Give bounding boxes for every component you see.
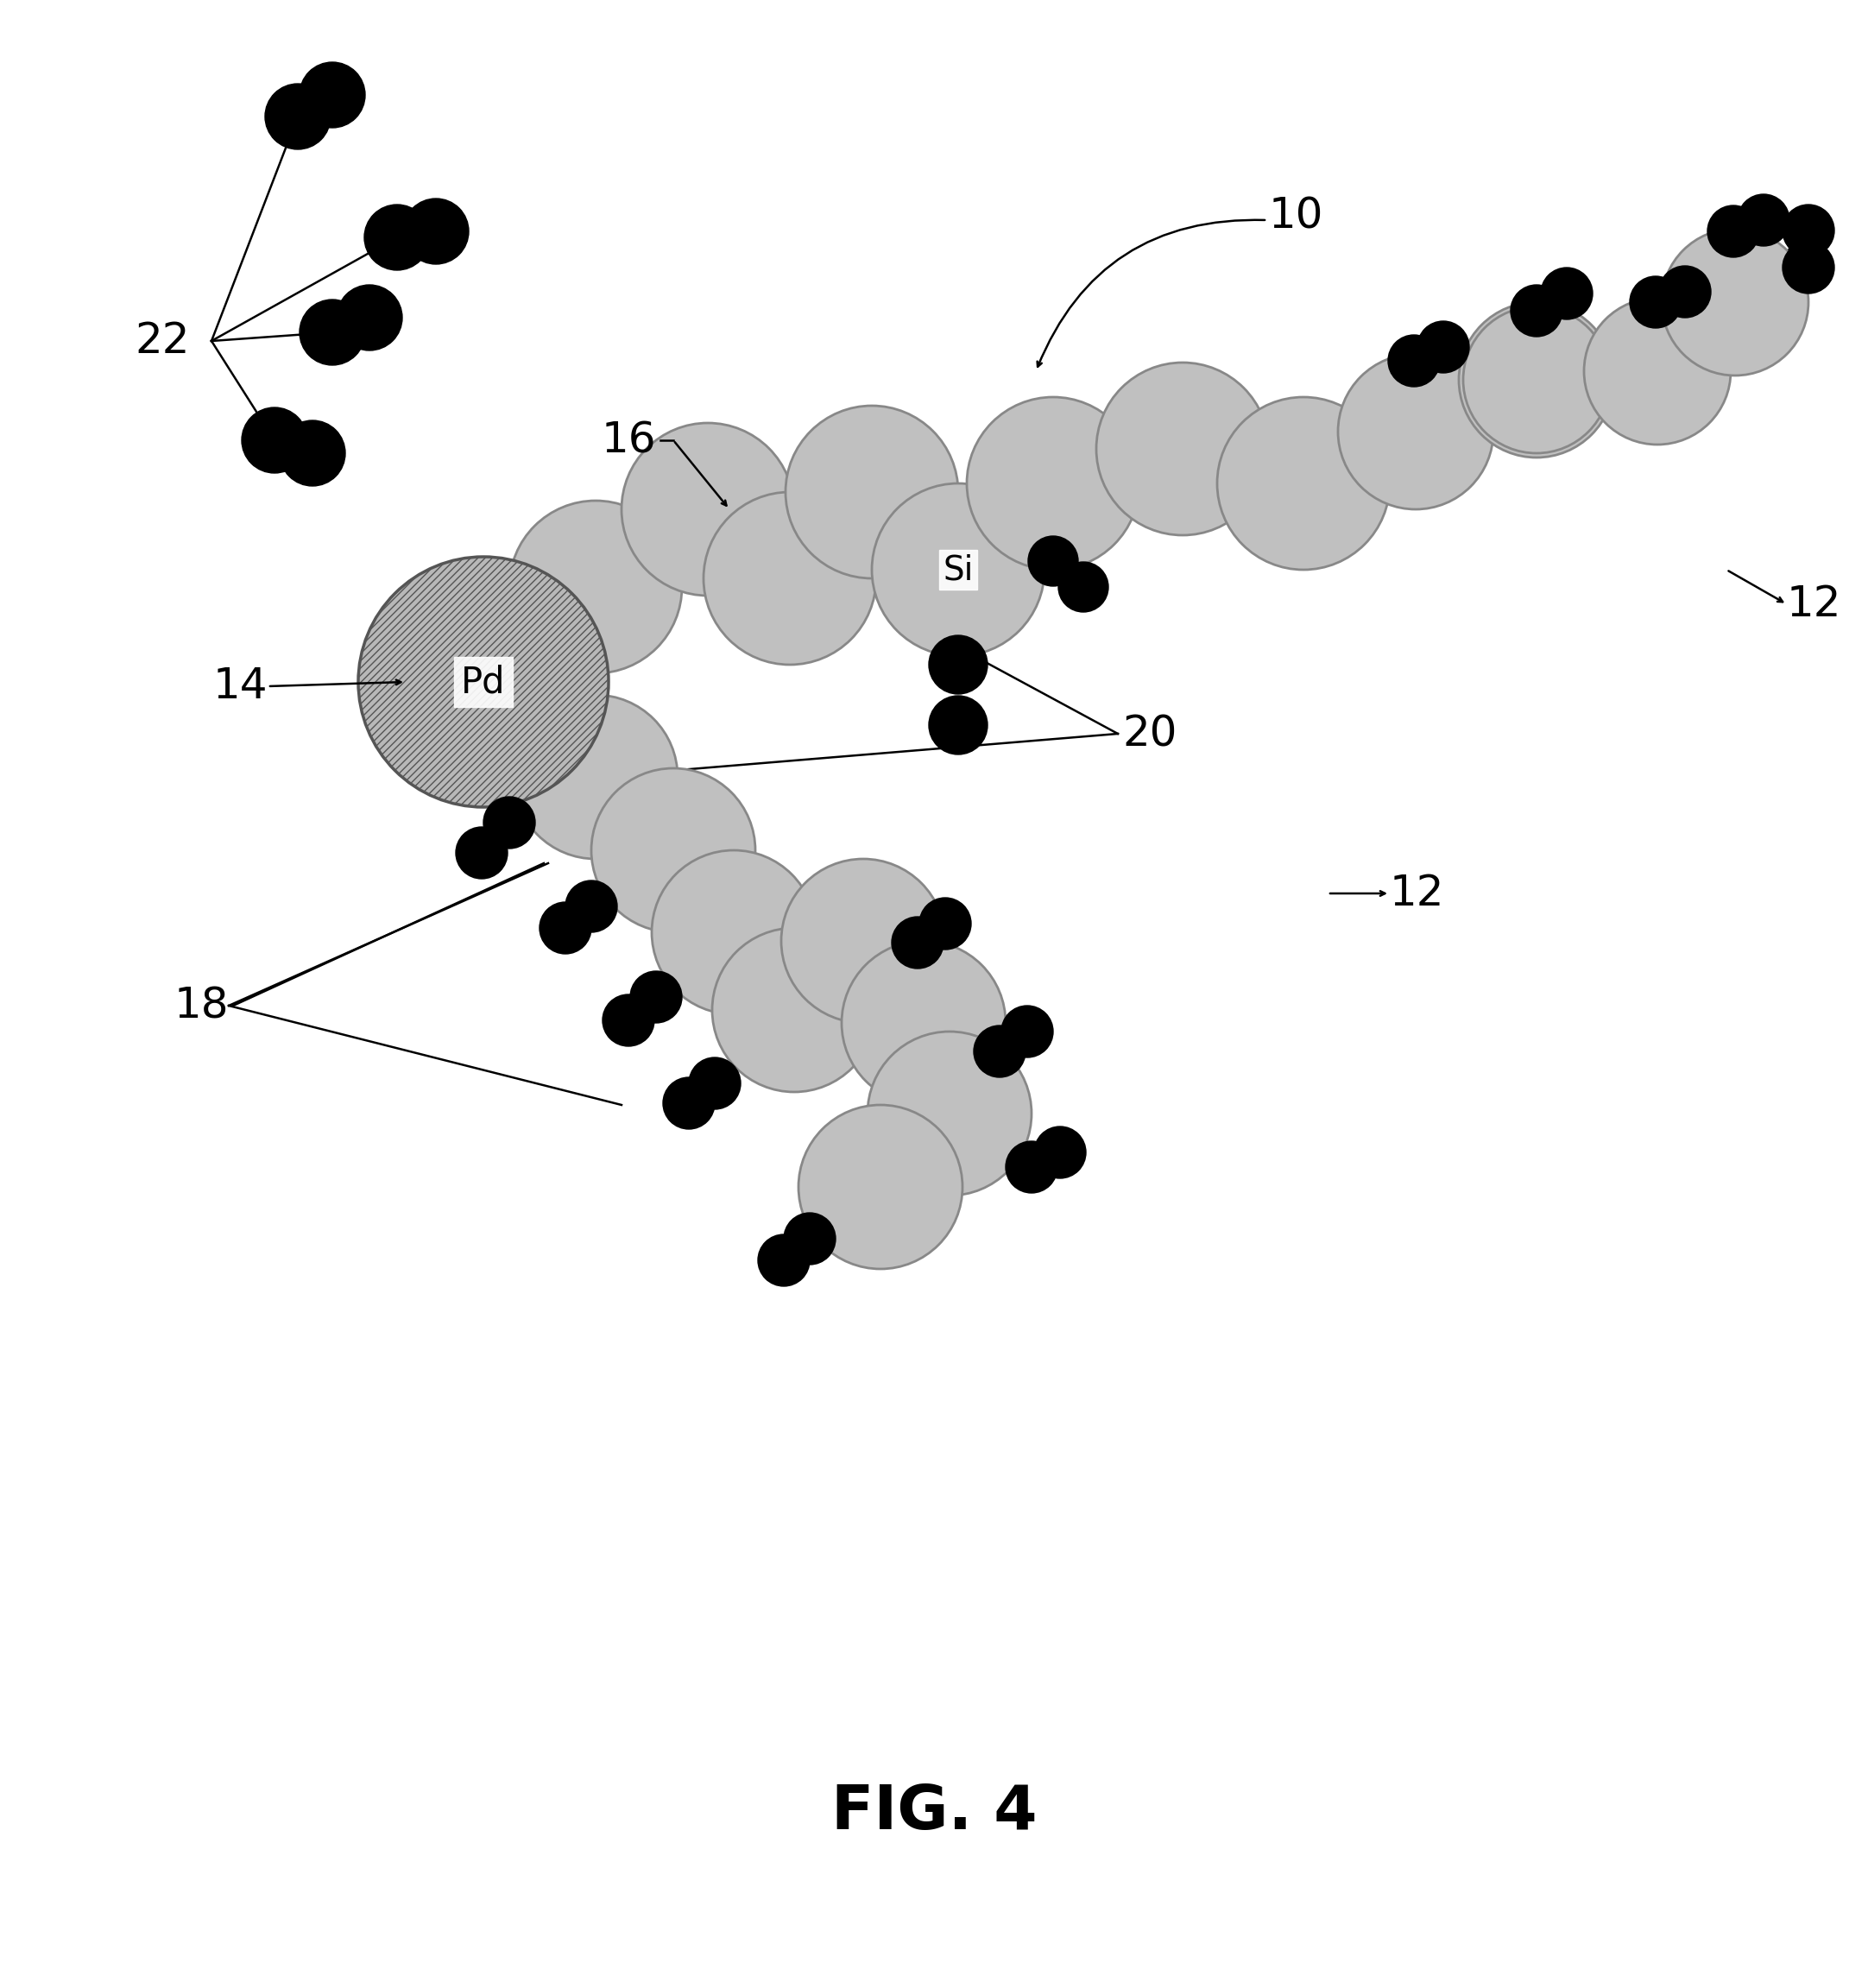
Circle shape bbox=[241, 408, 308, 473]
Circle shape bbox=[786, 406, 958, 579]
Circle shape bbox=[798, 1105, 962, 1268]
Circle shape bbox=[1097, 362, 1268, 535]
Text: Si: Si bbox=[943, 553, 973, 586]
Circle shape bbox=[842, 940, 1005, 1105]
Circle shape bbox=[1659, 266, 1711, 318]
Circle shape bbox=[1005, 1141, 1057, 1193]
Circle shape bbox=[540, 903, 592, 954]
Text: Pd: Pd bbox=[461, 664, 506, 700]
Text: 12: 12 bbox=[1788, 584, 1842, 624]
Circle shape bbox=[1388, 334, 1440, 388]
Circle shape bbox=[928, 696, 988, 755]
Circle shape bbox=[758, 1235, 809, 1286]
Circle shape bbox=[891, 916, 943, 968]
Circle shape bbox=[867, 1032, 1031, 1195]
Circle shape bbox=[1782, 243, 1834, 294]
Circle shape bbox=[364, 205, 430, 270]
Circle shape bbox=[514, 696, 678, 859]
Circle shape bbox=[566, 881, 616, 932]
Circle shape bbox=[630, 970, 682, 1024]
Circle shape bbox=[872, 483, 1044, 656]
Circle shape bbox=[592, 767, 755, 932]
Text: 20: 20 bbox=[1123, 714, 1177, 755]
Circle shape bbox=[603, 994, 654, 1046]
Circle shape bbox=[1001, 1006, 1054, 1058]
Text: 12: 12 bbox=[1390, 873, 1444, 914]
Circle shape bbox=[1218, 398, 1390, 571]
Text: 18: 18 bbox=[174, 984, 228, 1026]
Circle shape bbox=[785, 1213, 835, 1264]
Circle shape bbox=[299, 62, 364, 127]
Text: FIG. 4: FIG. 4 bbox=[831, 1783, 1037, 1843]
Circle shape bbox=[1035, 1127, 1085, 1179]
Circle shape bbox=[919, 899, 971, 950]
Circle shape bbox=[1737, 195, 1790, 247]
Circle shape bbox=[403, 199, 469, 264]
Circle shape bbox=[1337, 354, 1493, 509]
Circle shape bbox=[1584, 298, 1732, 445]
Text: 10: 10 bbox=[1268, 195, 1324, 237]
Circle shape bbox=[652, 851, 816, 1014]
Circle shape bbox=[704, 493, 876, 664]
Circle shape bbox=[1707, 205, 1760, 256]
Circle shape bbox=[1629, 276, 1681, 328]
Circle shape bbox=[712, 928, 876, 1091]
Circle shape bbox=[510, 501, 682, 674]
Circle shape bbox=[973, 1026, 1026, 1077]
Circle shape bbox=[265, 83, 331, 149]
Circle shape bbox=[484, 797, 536, 849]
Text: 14: 14 bbox=[213, 666, 267, 708]
Circle shape bbox=[1418, 322, 1470, 374]
Circle shape bbox=[968, 398, 1139, 571]
Circle shape bbox=[1059, 563, 1108, 612]
Circle shape bbox=[456, 827, 508, 879]
Circle shape bbox=[622, 423, 794, 596]
Circle shape bbox=[1027, 537, 1078, 586]
Circle shape bbox=[280, 419, 346, 485]
Circle shape bbox=[1782, 205, 1834, 256]
Circle shape bbox=[359, 557, 609, 807]
Circle shape bbox=[1663, 229, 1808, 376]
Circle shape bbox=[1459, 302, 1614, 457]
Circle shape bbox=[663, 1077, 715, 1129]
Text: 22: 22 bbox=[134, 320, 191, 362]
Circle shape bbox=[928, 636, 988, 694]
Circle shape bbox=[1541, 268, 1593, 320]
Circle shape bbox=[299, 300, 364, 366]
Text: 16: 16 bbox=[601, 419, 656, 461]
Circle shape bbox=[1511, 284, 1562, 336]
Circle shape bbox=[336, 284, 402, 350]
Circle shape bbox=[689, 1058, 740, 1109]
Circle shape bbox=[781, 859, 945, 1024]
Circle shape bbox=[1463, 306, 1610, 453]
